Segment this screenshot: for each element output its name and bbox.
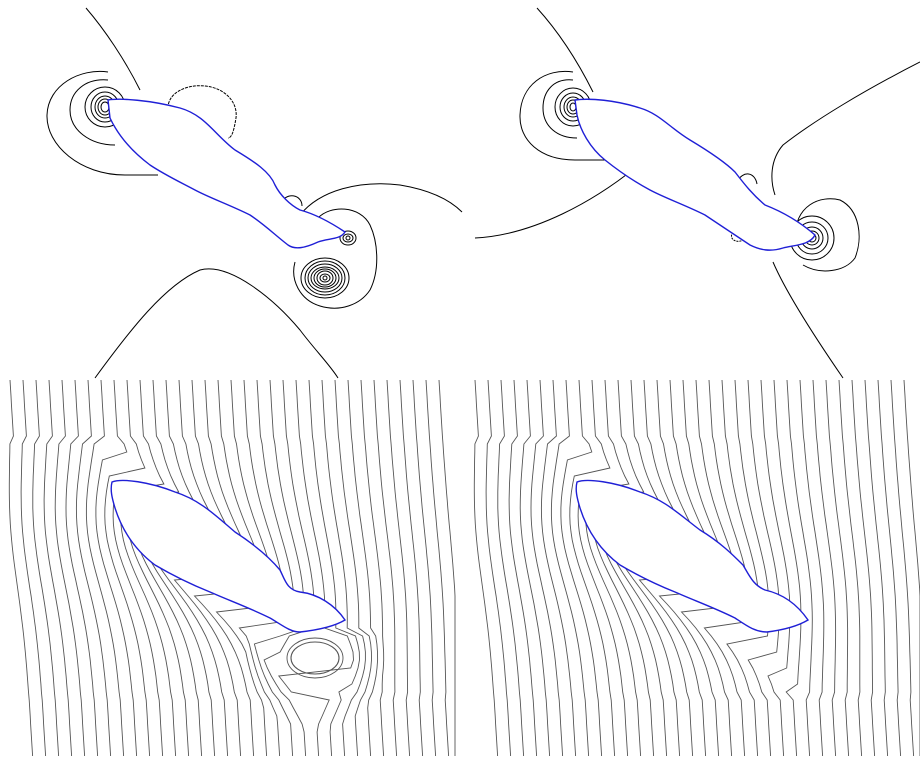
streamline [497, 380, 525, 757]
panel-vorticity-left [0, 0, 465, 380]
streamline [519, 380, 551, 757]
streamline [399, 380, 424, 757]
streamline [65, 380, 99, 757]
streamline [577, 380, 630, 757]
streamline [591, 380, 664, 757]
streamline [890, 380, 915, 757]
streamline [95, 380, 138, 757]
body-outline [575, 479, 809, 633]
streamline [425, 380, 450, 757]
streamline [598, 380, 683, 757]
streamline [386, 380, 411, 757]
streamline [508, 380, 538, 757]
streamline [54, 380, 86, 757]
streamline [726, 380, 770, 757]
streamline [120, 380, 180, 757]
streamline [143, 380, 235, 757]
streamline [799, 380, 825, 757]
streamline [215, 380, 286, 757]
contour-outer-line [771, 61, 920, 196]
vorticity-plot-right [474, 7, 920, 379]
body-outline [110, 479, 346, 633]
streamline [760, 380, 791, 757]
streamline-plot-right [473, 380, 920, 757]
streamline [277, 380, 354, 757]
streamline [560, 380, 603, 757]
body-outline [107, 98, 346, 249]
streamline [877, 380, 902, 757]
streamline [373, 380, 398, 757]
panel-streamlines-right [465, 380, 920, 759]
streamline [253, 380, 305, 757]
panel-vorticity-right [465, 0, 920, 380]
streamline [550, 380, 590, 757]
contour-outer-line [772, 261, 844, 379]
streamline-plot-left [8, 380, 456, 757]
streamline [43, 380, 73, 757]
streamline [569, 380, 616, 757]
streamline [126, 380, 199, 757]
streamline [473, 380, 499, 757]
streamline [75, 380, 112, 757]
contour-outer-line [299, 183, 463, 216]
streamline-group [473, 380, 920, 757]
streamline [747, 380, 780, 757]
contour-outer-line [536, 7, 594, 93]
contour-outer-line [94, 268, 339, 379]
streamline [585, 380, 645, 757]
streamline [438, 380, 456, 756]
panel-streamlines-left [0, 380, 465, 759]
streamline [32, 380, 60, 757]
trailing-edge-vortex [293, 208, 378, 309]
streamline [112, 380, 165, 757]
streamline [485, 380, 512, 757]
streamline [825, 380, 850, 757]
separation-bubble [167, 85, 237, 139]
streamline [608, 380, 700, 757]
streamline [360, 380, 385, 757]
streamline [238, 380, 295, 757]
contour-outer-line [474, 167, 636, 239]
vorticity-plot-left [46, 7, 463, 379]
recirculation-bubble [290, 641, 340, 675]
streamline [133, 380, 218, 757]
streamline [530, 380, 564, 757]
streamline [703, 380, 760, 757]
streamline [321, 380, 366, 757]
streamline [263, 380, 315, 757]
streamline [540, 380, 577, 757]
streamline [786, 380, 813, 757]
streamline [864, 380, 889, 757]
body-outline [574, 98, 816, 251]
shed-vortex [300, 257, 350, 299]
streamline [903, 380, 920, 756]
streamline [773, 380, 802, 757]
contour-outer-line [85, 7, 141, 91]
streamline [8, 380, 34, 757]
streamline [412, 380, 437, 757]
streamline [85, 380, 125, 757]
streamline [812, 380, 837, 757]
streamline [104, 380, 151, 757]
recirculation-bubble-outer [286, 637, 344, 679]
streamline-group [8, 380, 456, 757]
streamline [347, 380, 379, 757]
streamline [838, 380, 863, 757]
streamline [308, 380, 360, 757]
streamline [20, 380, 47, 757]
streamline [851, 380, 876, 757]
streamline [334, 380, 372, 757]
